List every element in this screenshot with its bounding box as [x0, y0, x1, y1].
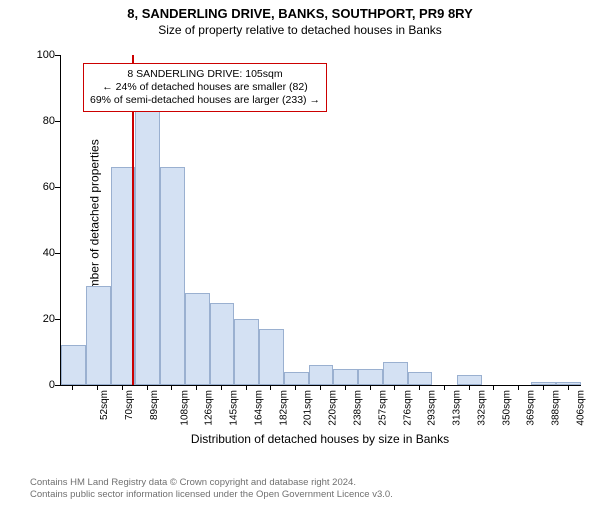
info-box: 8 SANDERLING DRIVE: 105sqm← 24% of detac…	[83, 63, 327, 112]
bar	[309, 365, 334, 385]
x-tick-label: 313sqm	[452, 390, 463, 426]
y-tick-mark	[55, 253, 60, 254]
x-tick-mark	[196, 385, 197, 390]
x-tick-label: 257sqm	[377, 390, 388, 426]
x-tick-mark	[147, 385, 148, 390]
bar	[457, 375, 482, 385]
x-tick-label: 126sqm	[204, 390, 215, 426]
x-tick-label: 350sqm	[501, 390, 512, 426]
x-tick-mark	[345, 385, 346, 390]
x-tick-label: 70sqm	[124, 390, 135, 420]
info-box-line: 8 SANDERLING DRIVE: 105sqm	[90, 68, 320, 81]
bar	[160, 167, 185, 385]
x-tick-mark	[444, 385, 445, 390]
bar	[135, 111, 160, 385]
bar	[259, 329, 284, 385]
bar	[284, 372, 309, 385]
x-tick-mark	[246, 385, 247, 390]
bar	[383, 362, 408, 385]
x-tick-label: 108sqm	[179, 390, 190, 426]
y-tick-label: 20	[25, 313, 55, 325]
y-tick-mark	[55, 121, 60, 122]
x-tick-label: 369sqm	[526, 390, 537, 426]
y-tick-mark	[55, 319, 60, 320]
info-box-line: ← 24% of detached houses are smaller (82…	[90, 81, 320, 94]
x-tick-mark	[469, 385, 470, 390]
x-tick-label: 388sqm	[551, 390, 562, 426]
y-tick-mark	[55, 187, 60, 188]
x-tick-mark	[122, 385, 123, 390]
x-tick-label: 220sqm	[328, 390, 339, 426]
plot-area: 8 SANDERLING DRIVE: 105sqm← 24% of detac…	[60, 55, 581, 386]
bar	[86, 286, 111, 385]
footer-attribution: Contains HM Land Registry data © Crown c…	[30, 477, 393, 500]
chart-title: 8, SANDERLING DRIVE, BANKS, SOUTHPORT, P…	[0, 6, 600, 21]
bar	[185, 293, 210, 385]
x-axis-label: Distribution of detached houses by size …	[60, 432, 580, 446]
x-tick-mark	[270, 385, 271, 390]
footer-line-2: Contains public sector information licen…	[30, 489, 393, 500]
x-tick-label: 164sqm	[254, 390, 265, 426]
x-tick-mark	[171, 385, 172, 390]
y-tick-label: 100	[25, 49, 55, 61]
x-tick-mark	[518, 385, 519, 390]
x-tick-label: 332sqm	[476, 390, 487, 426]
x-tick-mark	[221, 385, 222, 390]
x-tick-label: 201sqm	[303, 390, 314, 426]
chart-area: Number of detached properties 8 SANDERLI…	[60, 50, 580, 420]
footer-line-1: Contains HM Land Registry data © Crown c…	[30, 477, 393, 488]
y-tick-label: 0	[25, 379, 55, 391]
x-tick-label: 293sqm	[427, 390, 438, 426]
x-tick-mark	[72, 385, 73, 390]
bar	[61, 345, 86, 385]
x-tick-mark	[97, 385, 98, 390]
x-tick-mark	[320, 385, 321, 390]
bar	[531, 382, 556, 385]
bar	[234, 319, 259, 385]
y-tick-label: 80	[25, 115, 55, 127]
x-tick-label: 238sqm	[353, 390, 364, 426]
bar	[358, 369, 383, 386]
x-tick-label: 52sqm	[99, 390, 110, 420]
x-tick-mark	[493, 385, 494, 390]
x-tick-label: 89sqm	[149, 390, 160, 420]
x-tick-label: 145sqm	[229, 390, 240, 426]
x-tick-label: 276sqm	[402, 390, 413, 426]
bar	[333, 369, 358, 386]
x-tick-label: 182sqm	[278, 390, 289, 426]
y-tick-mark	[55, 55, 60, 56]
x-tick-mark	[543, 385, 544, 390]
x-tick-mark	[568, 385, 569, 390]
x-tick-mark	[370, 385, 371, 390]
info-box-line: 69% of semi-detached houses are larger (…	[90, 94, 320, 107]
bar	[210, 303, 235, 386]
y-tick-mark	[55, 385, 60, 386]
x-tick-mark	[419, 385, 420, 390]
bar	[556, 382, 581, 385]
bar	[408, 372, 433, 385]
chart-subtitle: Size of property relative to detached ho…	[0, 23, 600, 37]
x-tick-mark	[394, 385, 395, 390]
x-tick-label: 406sqm	[575, 390, 586, 426]
x-tick-mark	[295, 385, 296, 390]
y-tick-label: 60	[25, 181, 55, 193]
y-tick-label: 40	[25, 247, 55, 259]
